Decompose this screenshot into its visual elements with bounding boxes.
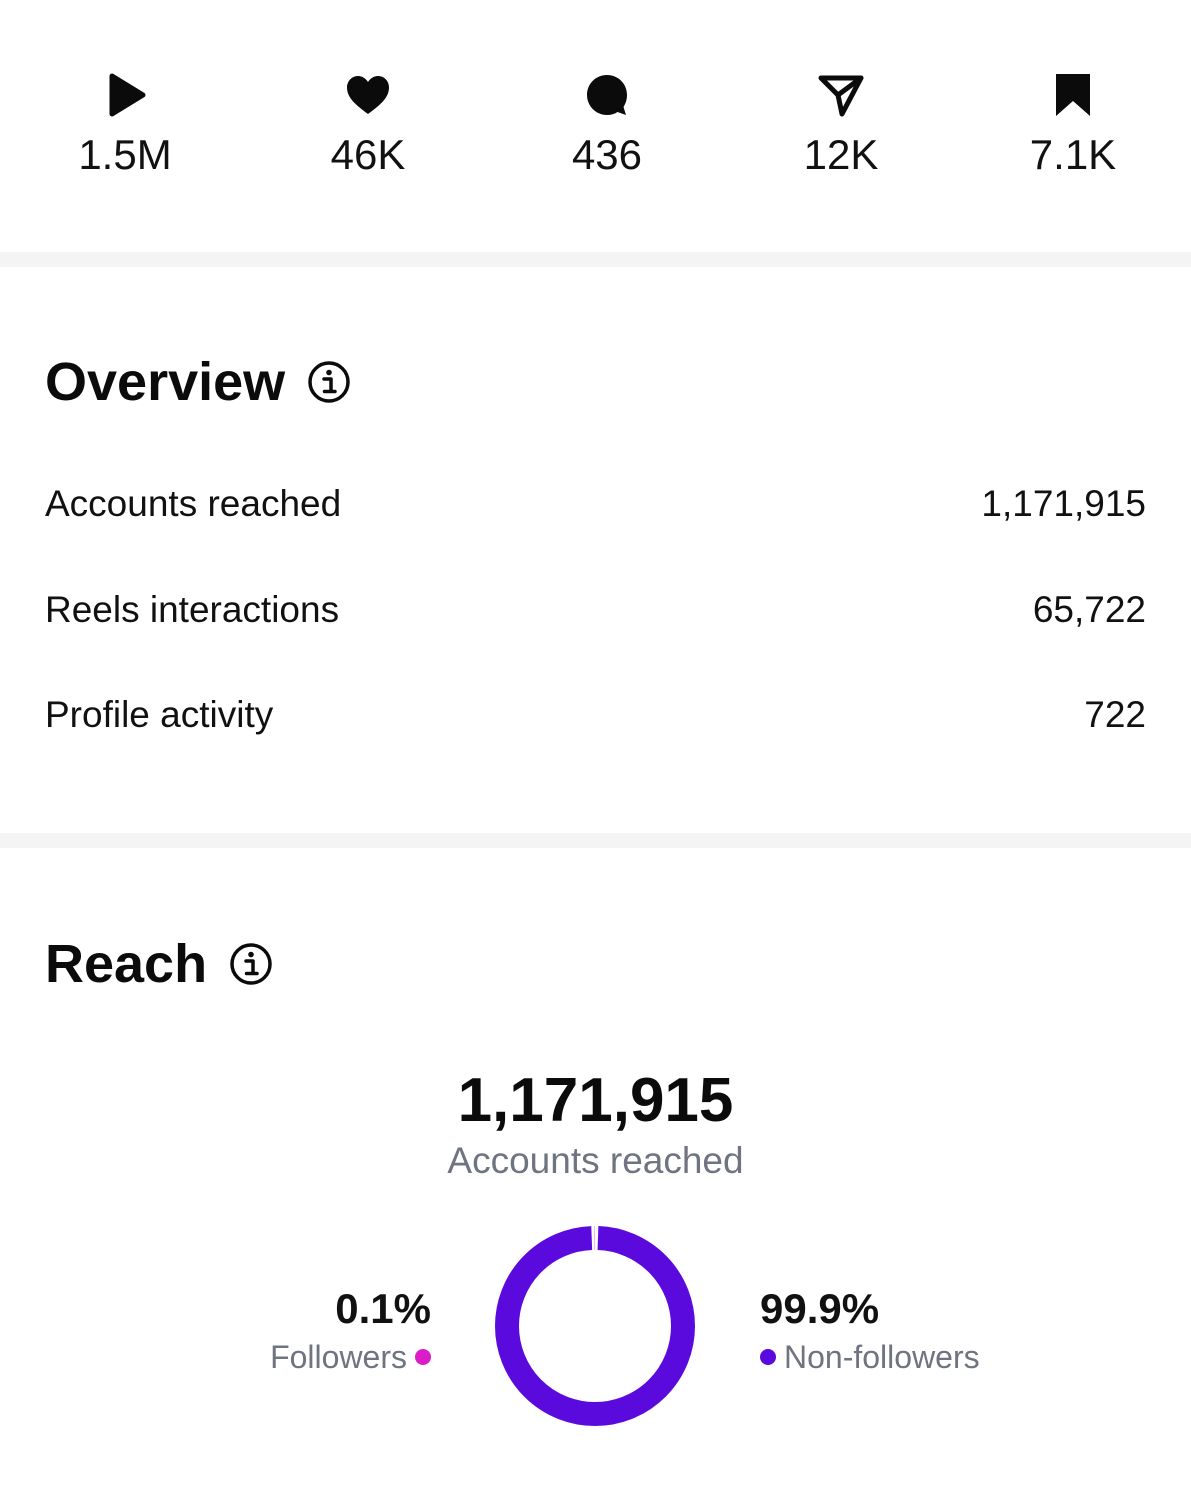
plays-stat: 1.5M	[25, 70, 225, 180]
heart-icon	[347, 76, 389, 114]
non-followers-legend: 99.9% Non-followers	[760, 1286, 980, 1376]
row-label: Profile activity	[45, 694, 274, 735]
saves-stat: 7.1K	[973, 70, 1173, 180]
info-icon[interactable]	[307, 360, 351, 404]
likes-stat: 46K	[268, 70, 468, 180]
shares-count: 12K	[803, 131, 879, 178]
non-followers-arc	[495, 1226, 695, 1426]
reach-total: 1,171,915	[457, 1066, 734, 1135]
comments-count: 436	[571, 131, 643, 178]
saves-count: 7.1K	[1029, 131, 1117, 178]
bookmark-icon	[1056, 74, 1090, 116]
row-label: Reels interactions	[45, 589, 340, 630]
followers-legend: 0.1% Followers	[270, 1286, 431, 1376]
section-divider	[0, 252, 1191, 267]
section-divider	[0, 833, 1191, 848]
shares-stat: 12K	[741, 70, 941, 180]
row-value: 722	[1084, 694, 1146, 735]
overview-header: Overview	[45, 350, 351, 414]
row-value: 1,171,915	[981, 483, 1146, 524]
play-icon	[109, 73, 146, 117]
reach-total-label: Accounts reached	[447, 1140, 744, 1181]
share-icon	[818, 75, 864, 117]
profile-activity-row[interactable]: Profile activity 722	[45, 693, 1146, 737]
info-icon[interactable]	[229, 942, 273, 986]
reach-title: Reach	[45, 934, 208, 994]
non-followers-label: Non-followers	[784, 1339, 980, 1375]
reach-header: Reach	[45, 932, 273, 996]
row-value: 65,722	[1032, 589, 1146, 630]
comments-stat: 436	[507, 70, 707, 180]
followers-label: Followers	[270, 1339, 407, 1375]
non-followers-dot	[760, 1349, 776, 1365]
likes-count: 46K	[330, 131, 406, 178]
reach-donut-chart	[495, 1226, 695, 1426]
followers-percent: 0.1%	[335, 1285, 431, 1332]
followers-dot	[415, 1349, 431, 1365]
plays-count: 1.5M	[78, 131, 172, 178]
accounts-reached-row[interactable]: Accounts reached 1,171,915	[45, 482, 1146, 526]
engagement-stats: 1.5M 46K 436 12K 7.1K	[0, 0, 1191, 252]
overview-title: Overview	[45, 352, 286, 412]
row-label: Accounts reached	[45, 483, 342, 524]
comment-icon	[587, 75, 627, 115]
non-followers-percent: 99.9%	[760, 1285, 880, 1332]
reels-interactions-row[interactable]: Reels interactions 65,722	[45, 588, 1146, 632]
